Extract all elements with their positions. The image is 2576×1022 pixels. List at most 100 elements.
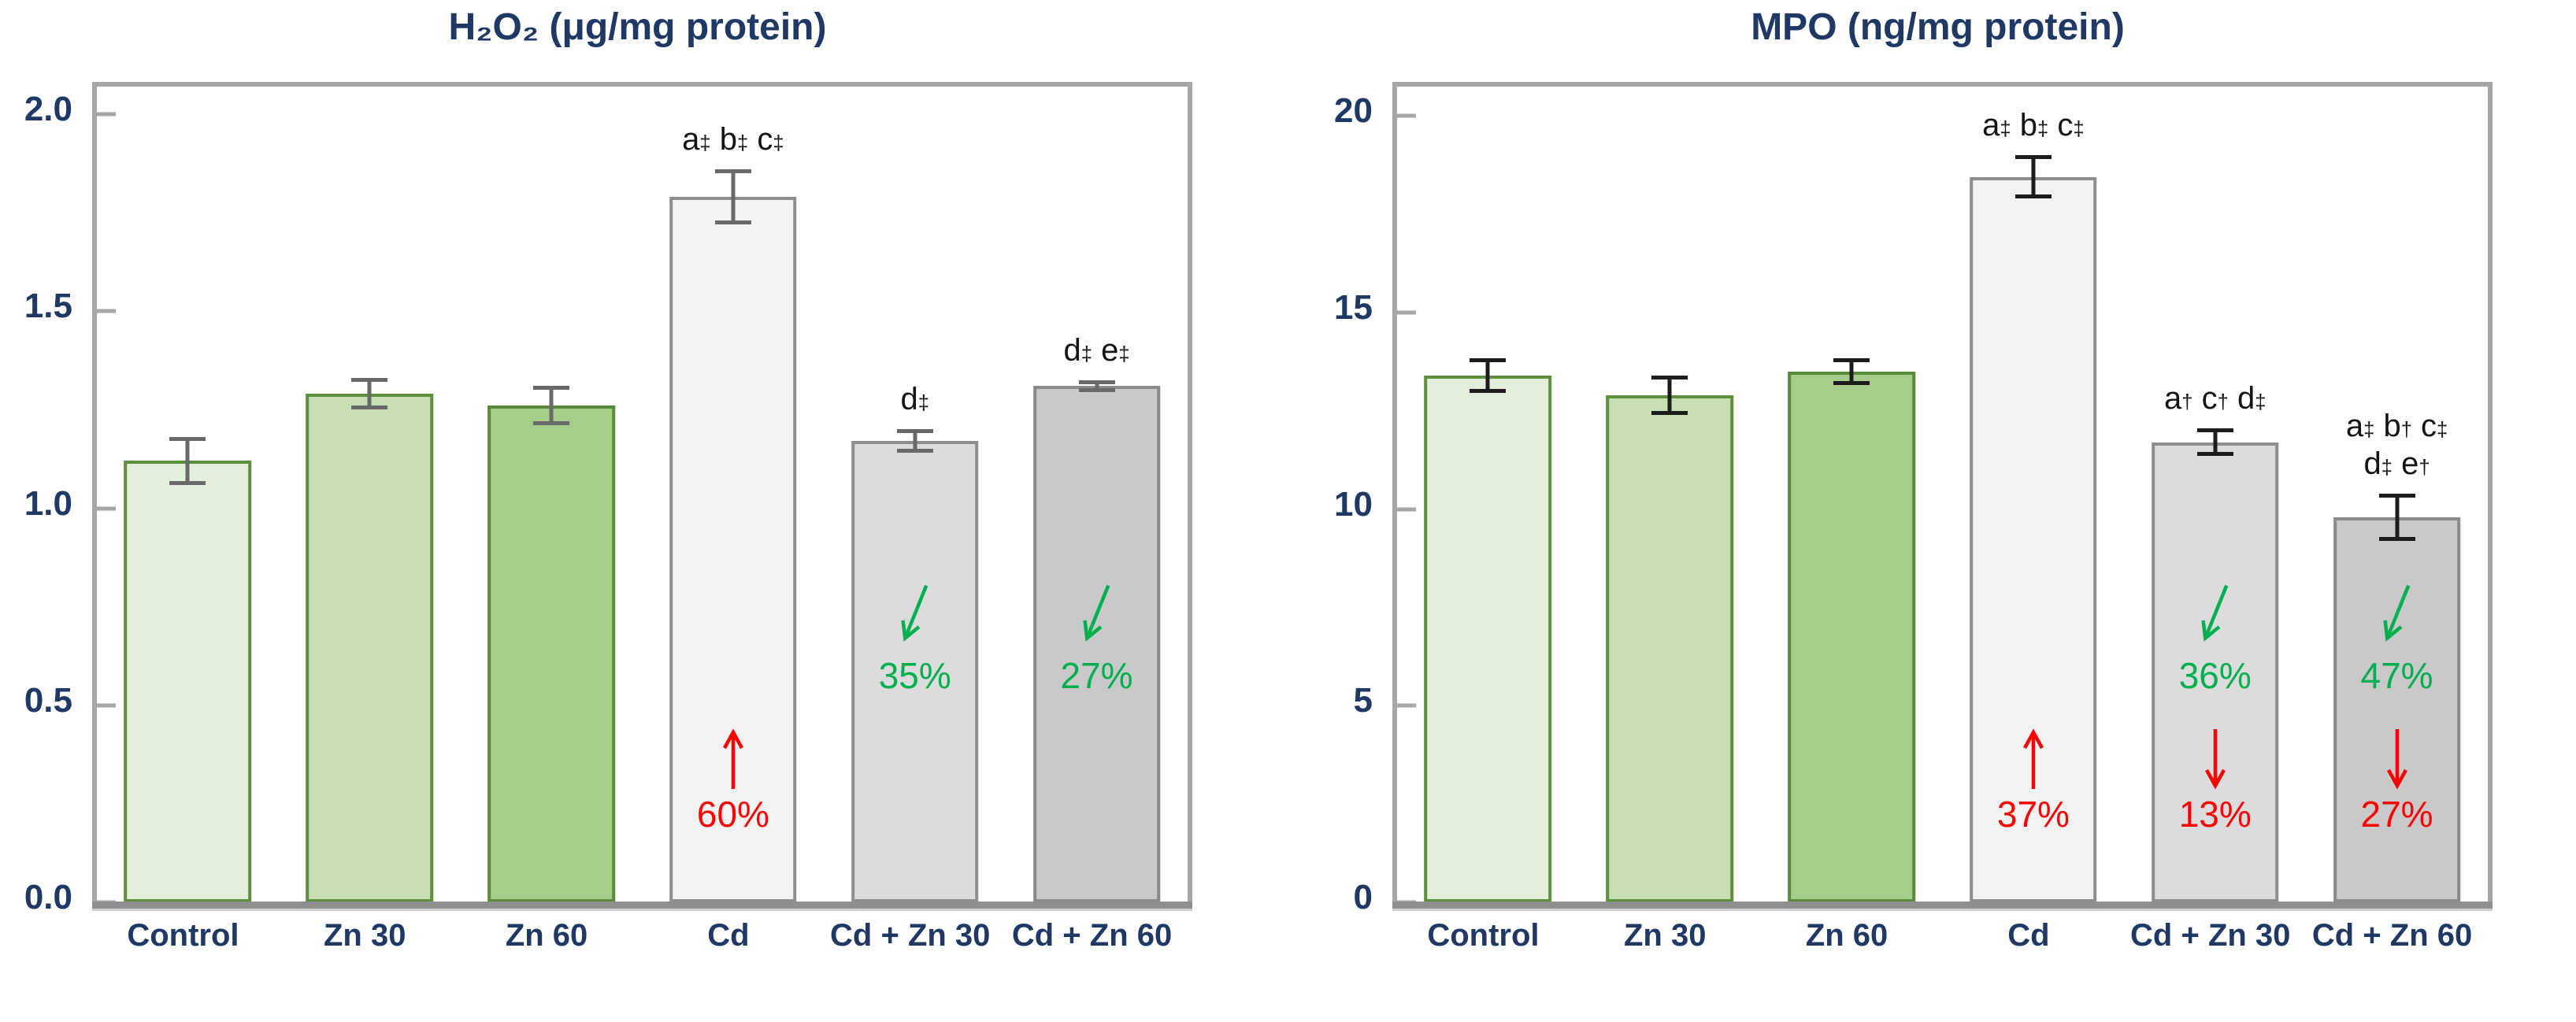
y-tick-label: 0 <box>1353 878 1373 916</box>
up-arrow-icon <box>1942 726 2124 792</box>
y-axis-tick <box>97 703 116 708</box>
significance-label: a† c† d‡ <box>2042 380 2388 417</box>
down-arrow-icon <box>2124 580 2306 646</box>
x-category-label: Cd + Zn 60 <box>2311 918 2473 953</box>
error-bar-line <box>731 169 736 225</box>
dagger-mark: ‡ <box>2255 391 2267 414</box>
error-bar-cap-bottom <box>2014 194 2052 199</box>
significance-label: a‡ b‡ c‡ <box>1861 106 2207 144</box>
percent-change-label: 27% <box>1060 655 1133 696</box>
bar-slot: a‡ b‡ c‡ 37% <box>1942 87 2124 902</box>
mpo-x-axis-labels: Control Zn 30 Zn 60 Cd Cd + Zn 30 Cd + Zn 60 <box>1392 918 2483 953</box>
error-bar <box>169 437 206 485</box>
percent-change-label: 60% <box>696 794 769 835</box>
error-bar-line <box>2213 428 2218 457</box>
dagger-mark: ‡ <box>2363 418 2375 441</box>
significance-label: d‡ e‡ <box>924 331 1269 369</box>
y-tick-label: 0.5 <box>24 680 72 720</box>
x-category-label: Cd + Zn 60 <box>1011 918 1173 953</box>
dagger-mark: ‡ <box>737 132 749 155</box>
significance-label: a‡ b† c‡ d‡ e† <box>2224 407 2570 483</box>
error-bar-line <box>185 437 190 485</box>
bar-slot: a‡ b† c‡ d‡ e† 47% 27% <box>2306 87 2488 902</box>
dagger-mark: ‡ <box>2381 456 2393 479</box>
x-category-label: Control <box>1427 918 1540 953</box>
down-arrow-icon <box>2306 580 2488 646</box>
bar-slot: d‡ e‡ 27% <box>1006 87 1188 902</box>
x-category-label: Cd <box>707 918 750 953</box>
bar-slot: a‡ b‡ c‡ 60% <box>642 87 824 902</box>
dagger-mark: ‡ <box>1118 343 1130 365</box>
h2o2-plot-area: a‡ b‡ c‡ 60% d‡ 35% d‡ e‡ 27% <box>92 82 1192 909</box>
mpo-chart-panel: MPO (ng/mg protein) 0 5 10 15 20 a‡ b‡ c‡ 37%… <box>1310 0 2570 1022</box>
bar <box>1032 386 1161 902</box>
error-bar <box>1651 375 1688 415</box>
y-axis-tick <box>97 506 116 511</box>
y-axis-tick <box>1397 703 1416 708</box>
x-category-label: Cd + Zn 30 <box>2130 918 2291 953</box>
error-bar <box>1078 380 1115 392</box>
dagger-mark: † <box>2181 391 2193 414</box>
bar-slot <box>97 87 279 902</box>
bar-slot: a† c† d‡ 36% 13% <box>2124 87 2306 902</box>
percent-change-label: 37% <box>1996 794 2070 835</box>
h2o2-x-axis-labels: Control Zn 30 Zn 60 Cd Cd + Zn 30 Cd + Zn 60 <box>92 918 1183 953</box>
significance-line: d‡ <box>900 382 929 417</box>
error-bar-cap-bottom <box>896 449 933 454</box>
error-bar-line <box>1485 357 1490 394</box>
y-tick-label: 15 <box>1334 288 1373 328</box>
significance-line: a† c† d‡ <box>2164 381 2267 417</box>
bar <box>1424 375 1552 902</box>
significance-line: a‡ b‡ c‡ <box>682 122 784 157</box>
error-bar-line <box>2395 493 2400 541</box>
y-tick-label: 10 <box>1334 484 1373 524</box>
percent-change-label: 27% <box>2360 794 2433 835</box>
error-bar-cap-top <box>2014 155 2052 160</box>
error-bar-cap-top <box>1078 380 1115 384</box>
y-tick-label: 0.0 <box>24 878 72 916</box>
error-bar-cap-bottom <box>714 220 751 225</box>
error-bar <box>1833 357 1870 386</box>
h2o2-chart-title: H₂O₂ (μg/mg protein) <box>448 6 827 48</box>
bar-slot <box>1761 87 1943 902</box>
mpo-y-axis-labels: 0 5 10 15 20 <box>1310 82 1373 916</box>
significance-line: d‡ e† <box>2363 446 2430 481</box>
bar-slot <box>1579 87 1761 902</box>
down-arrow-icon <box>824 580 1006 646</box>
error-bar-cap-bottom <box>351 405 388 410</box>
y-axis-tick <box>1397 310 1416 315</box>
mpo-plot-area: a‡ b‡ c‡ 37% a† c† d‡ 36% 13% a‡ b† c‡ d‡ e† 47… <box>1392 82 2493 909</box>
error-bar-cap-top <box>1651 375 1688 380</box>
error-bar <box>896 429 933 454</box>
y-tick-label: 1.0 <box>24 483 72 523</box>
dagger-mark: ‡ <box>2073 118 2085 141</box>
h2o2-chart-panel: H₂O₂ (μg/mg protein) 0.0 0.5 1.0 1.5 2.0 a‡ … <box>9 0 1269 1022</box>
bar <box>1606 394 1734 902</box>
down-arrow-icon <box>1006 580 1188 646</box>
down-arrow-icon <box>2124 726 2306 792</box>
bar <box>851 441 979 902</box>
x-category-label: Zn 30 <box>1624 918 1707 953</box>
y-axis-tick <box>97 112 116 117</box>
x-category-label: Control <box>127 918 239 953</box>
error-bar-line <box>549 386 554 426</box>
error-bar-cap-bottom <box>169 480 206 485</box>
significance-label: d‡ <box>742 380 1088 418</box>
dagger-mark: † <box>2400 418 2412 441</box>
error-bar-cap-top <box>2378 493 2415 498</box>
x-category-label: Cd + Zn 30 <box>830 918 991 953</box>
x-category-label: Zn 60 <box>1805 918 1888 953</box>
error-bar <box>714 169 751 225</box>
error-bar-line <box>1095 380 1099 392</box>
dagger-mark: ‡ <box>2437 418 2448 441</box>
error-bar-cap-top <box>1833 357 1870 362</box>
error-bar-line <box>1849 357 1854 386</box>
error-bar <box>351 378 388 410</box>
bar <box>306 394 434 902</box>
bar-slot: d‡ 35% <box>824 87 1006 902</box>
error-bar-cap-top <box>169 437 206 442</box>
dagger-mark: ‡ <box>2000 118 2011 141</box>
error-bar-cap-bottom <box>2378 536 2415 541</box>
error-bar <box>1470 357 1507 394</box>
error-bar-cap-bottom <box>1078 387 1115 392</box>
